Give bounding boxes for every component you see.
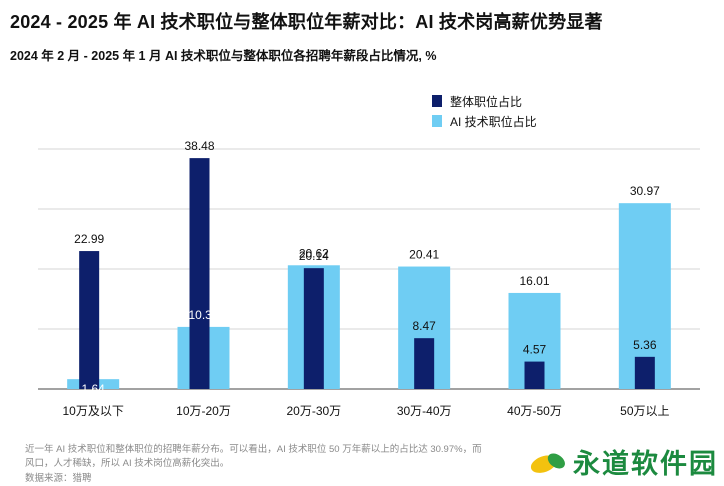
legend: 整体职位占比 AI 技术职位占比 [432, 94, 537, 129]
legend-swatch-0 [432, 95, 442, 107]
legend-label-1: AI 技术职位占比 [450, 114, 537, 129]
data-label: 38.48 [184, 139, 214, 153]
x-tick-label: 40万-50万 [507, 404, 562, 418]
footnote-line-1: 近一年 AI 技术职位和整体职位的招聘年薪分布。可以看出，AI 技术职位 50 … [25, 444, 482, 455]
chart-subtitle: 2024 年 2 月 - 2025 年 1 月 AI 技术职位与整体职位各招聘年… [10, 49, 437, 63]
bar-overall-3 [414, 338, 435, 389]
footnote-line-2: 风口，人才稀缺，所以 AI 技术岗位高薪化突出。 [25, 458, 230, 469]
legend-label-0: 整体职位占比 [450, 94, 522, 109]
x-tick-label: 30万-40万 [397, 404, 452, 418]
data-label: 20.14 [299, 249, 329, 263]
bar-overall-4 [524, 361, 545, 389]
leaf-logo-icon [530, 453, 565, 473]
x-tick-label: 20万-30万 [286, 404, 341, 418]
data-label: 10.35 [188, 308, 218, 322]
data-label: 20.62 [299, 246, 329, 260]
watermark: 永道软件园 [528, 440, 718, 482]
bar-overall-1 [189, 158, 210, 389]
watermark-text: 永道软件园 [573, 448, 718, 480]
chart-title: 2024 - 2025 年 AI 技术职位与整体职位年薪对比：AI 技术岗高薪优… [10, 12, 603, 32]
legend-swatch-1 [432, 115, 442, 127]
data-label: 22.99 [74, 232, 104, 246]
x-tick-labels: 10万及以下 10万-20万 20万-30万 30万-40万 40万-50万 50万以上 [62, 404, 669, 418]
bar-overall-2 [303, 268, 324, 389]
data-label: 16.01 [519, 274, 549, 288]
x-tick-label: 10万-20万 [176, 404, 231, 418]
bar-overall-0 [79, 251, 100, 389]
bars [67, 158, 671, 389]
data-label: 4.57 [523, 343, 547, 357]
data-label: 5.36 [633, 338, 657, 352]
x-tick-label: 50万以上 [620, 404, 669, 418]
data-source: 数据来源：猎聘 [25, 473, 92, 484]
bar-overall-5 [634, 356, 655, 389]
data-label: 8.47 [412, 319, 436, 333]
data-label: 20.41 [409, 248, 439, 262]
x-tick-label: 10万及以下 [62, 404, 123, 418]
data-label: 1.64 [81, 382, 105, 396]
gridlines [38, 148, 700, 390]
data-label: 30.97 [630, 184, 660, 198]
